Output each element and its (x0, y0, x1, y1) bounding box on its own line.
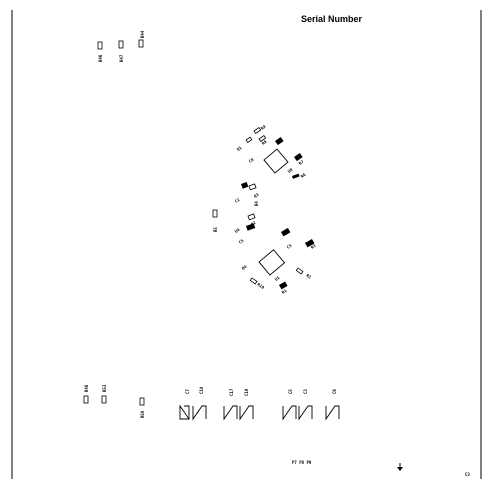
component-c2: C2 (234, 197, 241, 204)
component-r3: R3 (305, 239, 317, 250)
svg-text:R5: R5 (213, 227, 218, 232)
component-r2: R2 (295, 267, 313, 280)
component-c19: C19 (239, 388, 254, 421)
component-c5: C5 (238, 238, 245, 245)
component-q4: Q4 (241, 264, 248, 271)
svg-text:C2: C2 (234, 197, 241, 204)
component-r44: R44 (138, 30, 145, 48)
svg-text:Q3: Q3 (253, 192, 260, 199)
component-r4: R4 (254, 201, 259, 206)
svg-text:R1: R1 (281, 288, 288, 295)
arrow-down-icon (397, 463, 403, 471)
component-r10: R10 (249, 277, 266, 291)
component-q2: Q2 (247, 213, 257, 227)
component-c10: C10 (192, 386, 207, 421)
component-r53: R53 (101, 384, 107, 404)
svg-text:R3: R3 (310, 243, 317, 250)
component-r7: R7 (294, 152, 305, 166)
component-c8: C8 (248, 157, 255, 164)
svg-text:C3: C3 (286, 243, 293, 250)
svg-text:R2: R2 (305, 273, 312, 280)
component-u1: U1 (258, 249, 286, 282)
svg-text:R9: R9 (260, 124, 267, 131)
svg-text:C8: C8 (248, 157, 255, 164)
component-r6: R6 (292, 172, 307, 179)
svg-text:C5: C5 (288, 389, 293, 394)
component-r47: R47 (118, 40, 124, 62)
component-r5: R5 (212, 209, 218, 232)
svg-text:R8: R8 (261, 139, 268, 146)
component-r48: R48 (83, 384, 89, 404)
component-u8: U8 (263, 148, 294, 174)
svg-text:U8: U8 (287, 167, 294, 174)
corner-label: C3 (465, 472, 470, 477)
component-c5-bottom: C5 (282, 389, 297, 421)
svg-text:C17: C17 (229, 388, 234, 396)
pins-p7-p8-p9: P7 P8 P9 (292, 460, 312, 465)
component-r9: R9 (253, 124, 267, 135)
svg-text:C7: C7 (185, 389, 190, 394)
svg-text:C10: C10 (199, 386, 204, 394)
component-c3-bottom: C3 (298, 389, 313, 421)
svg-text:C6: C6 (332, 389, 337, 394)
svg-text:U1: U1 (274, 275, 281, 282)
component-r3-pad (275, 136, 284, 146)
svg-text:R44: R44 (140, 30, 145, 38)
svg-text:C5: C5 (238, 238, 245, 245)
svg-text:R50: R50 (140, 410, 145, 418)
svg-text:R7: R7 (298, 159, 305, 166)
svg-text:R4: R4 (254, 201, 259, 206)
svg-text:R46: R46 (98, 54, 103, 62)
svg-text:R10: R10 (256, 282, 265, 291)
component-u4: U4 (234, 223, 256, 234)
svg-text:U4: U4 (234, 227, 241, 234)
svg-text:R53: R53 (102, 384, 107, 392)
component-c6: C6 (325, 389, 340, 421)
svg-text:C19: C19 (244, 388, 249, 396)
serial-number-title: Serial Number (301, 14, 363, 24)
svg-text:C3: C3 (303, 389, 308, 394)
svg-text:C4: C4 (283, 227, 290, 234)
component-c3: C3 (286, 243, 293, 250)
svg-text:Q2: Q2 (250, 220, 257, 227)
component-r50: R50 (139, 397, 145, 418)
svg-text:Q4: Q4 (241, 264, 248, 271)
svg-text:R6: R6 (300, 172, 307, 179)
svg-text:R47: R47 (119, 54, 124, 62)
component-q1: Q1 (236, 136, 253, 152)
component-c7: C7 (179, 389, 190, 420)
component-r8: R8 (258, 135, 268, 146)
svg-text:Q1: Q1 (236, 145, 243, 152)
component-c4: C4 (281, 227, 291, 237)
component-r1: R1 (279, 281, 288, 295)
component-r46: R46 (97, 41, 103, 62)
component-c17: C17 (223, 388, 238, 421)
svg-text:R48: R48 (84, 384, 89, 392)
component-q3: Q3 (241, 181, 260, 199)
